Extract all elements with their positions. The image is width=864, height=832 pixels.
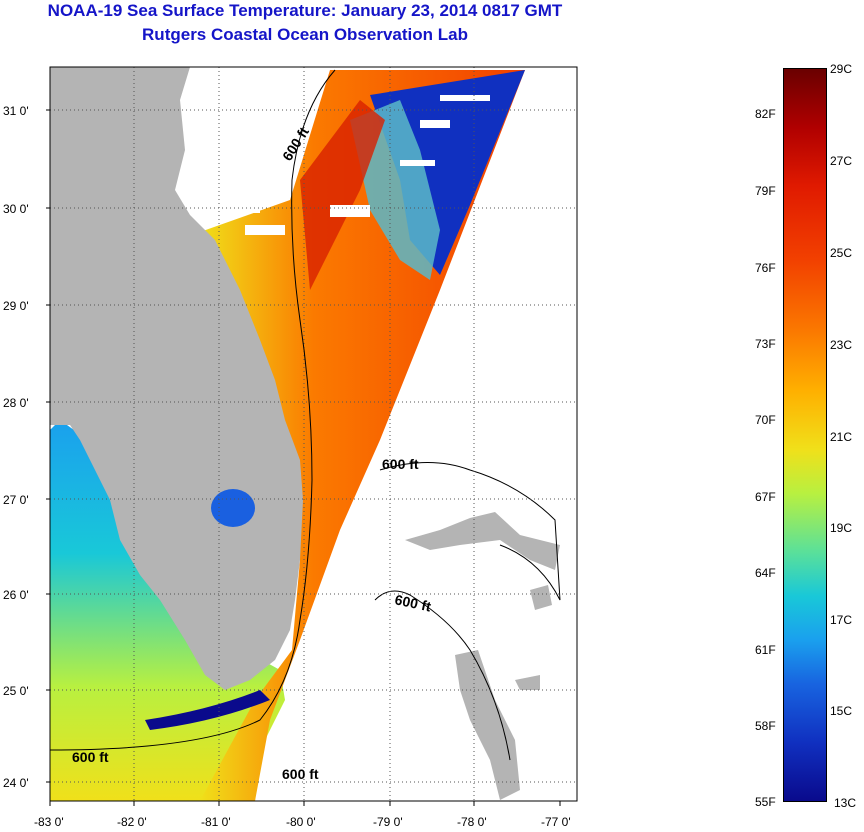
gulf-stream-core <box>300 100 385 290</box>
lon-label: -83 0' <box>34 815 64 829</box>
colorbar-fahrenheit-label: 61F <box>755 643 776 657</box>
colorbar-fahrenheit-label: 79F <box>755 184 776 198</box>
contour-label: 600 ft <box>72 749 109 765</box>
bahamas-land <box>405 512 560 800</box>
colorbar-fahrenheit-label: 82F <box>755 107 776 121</box>
colorbar-celsius-label: 19C <box>830 521 853 535</box>
colorbar-celsius-label: 17C <box>830 613 853 627</box>
colorbar-fahrenheit-label: 76F <box>755 261 776 275</box>
colorbar-fahrenheit-label: 58F <box>755 719 776 733</box>
map-frame <box>49 66 578 802</box>
colorbar-celsius-label: 25C <box>830 246 853 260</box>
tick-marks <box>46 109 561 806</box>
contour-label: 600 ft <box>382 456 419 472</box>
florida-land <box>50 67 303 690</box>
contour-label: 600 ft <box>282 766 319 782</box>
lat-label: 28 0' <box>3 396 29 410</box>
colorbar-fahrenheit-label: 55F <box>755 795 776 809</box>
lake-okeechobee <box>211 489 255 527</box>
lon-label: -82 0' <box>117 815 147 829</box>
florida-keys <box>145 690 270 730</box>
bahamas-bank-outline <box>374 462 561 761</box>
lat-label: 26 0' <box>3 588 29 602</box>
lon-label: -77 0' <box>541 815 571 829</box>
chart-subtitle: Rutgers Coastal Ocean Observation Lab <box>142 25 468 44</box>
colorbar-celsius-label: 29C <box>830 62 853 76</box>
lon-label: -79 0' <box>373 815 403 829</box>
colorbar-celsius-label: 13C <box>834 796 857 810</box>
colorbar-celsius-label: 23C <box>830 338 853 352</box>
colorbar-fahrenheit-label: 67F <box>755 490 776 504</box>
lat-label: 29 0' <box>3 299 29 313</box>
contour-600ft <box>50 69 336 751</box>
temperature-colorbar <box>783 68 827 802</box>
contour-label: 600 ft <box>393 591 432 614</box>
colorbar-celsius-label: 27C <box>830 154 853 168</box>
lon-label: -80 0' <box>286 815 316 829</box>
lat-label: 31 0' <box>3 104 29 118</box>
lat-label: 30 0' <box>3 202 29 216</box>
chart-title: NOAA-19 Sea Surface Temperature: January… <box>47 1 563 20</box>
colorbar-fahrenheit-label: 70F <box>755 413 776 427</box>
lon-label: -81 0' <box>201 815 231 829</box>
colorbar-fahrenheit-label: 73F <box>755 337 776 351</box>
lon-label: -78 0' <box>457 815 487 829</box>
colorbar-celsius-label: 15C <box>830 704 853 718</box>
colorbar-celsius-label: 21C <box>830 430 853 444</box>
lat-label: 24 0' <box>3 776 29 790</box>
colorbar-fahrenheit-label: 64F <box>755 566 776 580</box>
lat-label: 25 0' <box>3 684 29 698</box>
lat-label: 27 0' <box>3 493 29 507</box>
